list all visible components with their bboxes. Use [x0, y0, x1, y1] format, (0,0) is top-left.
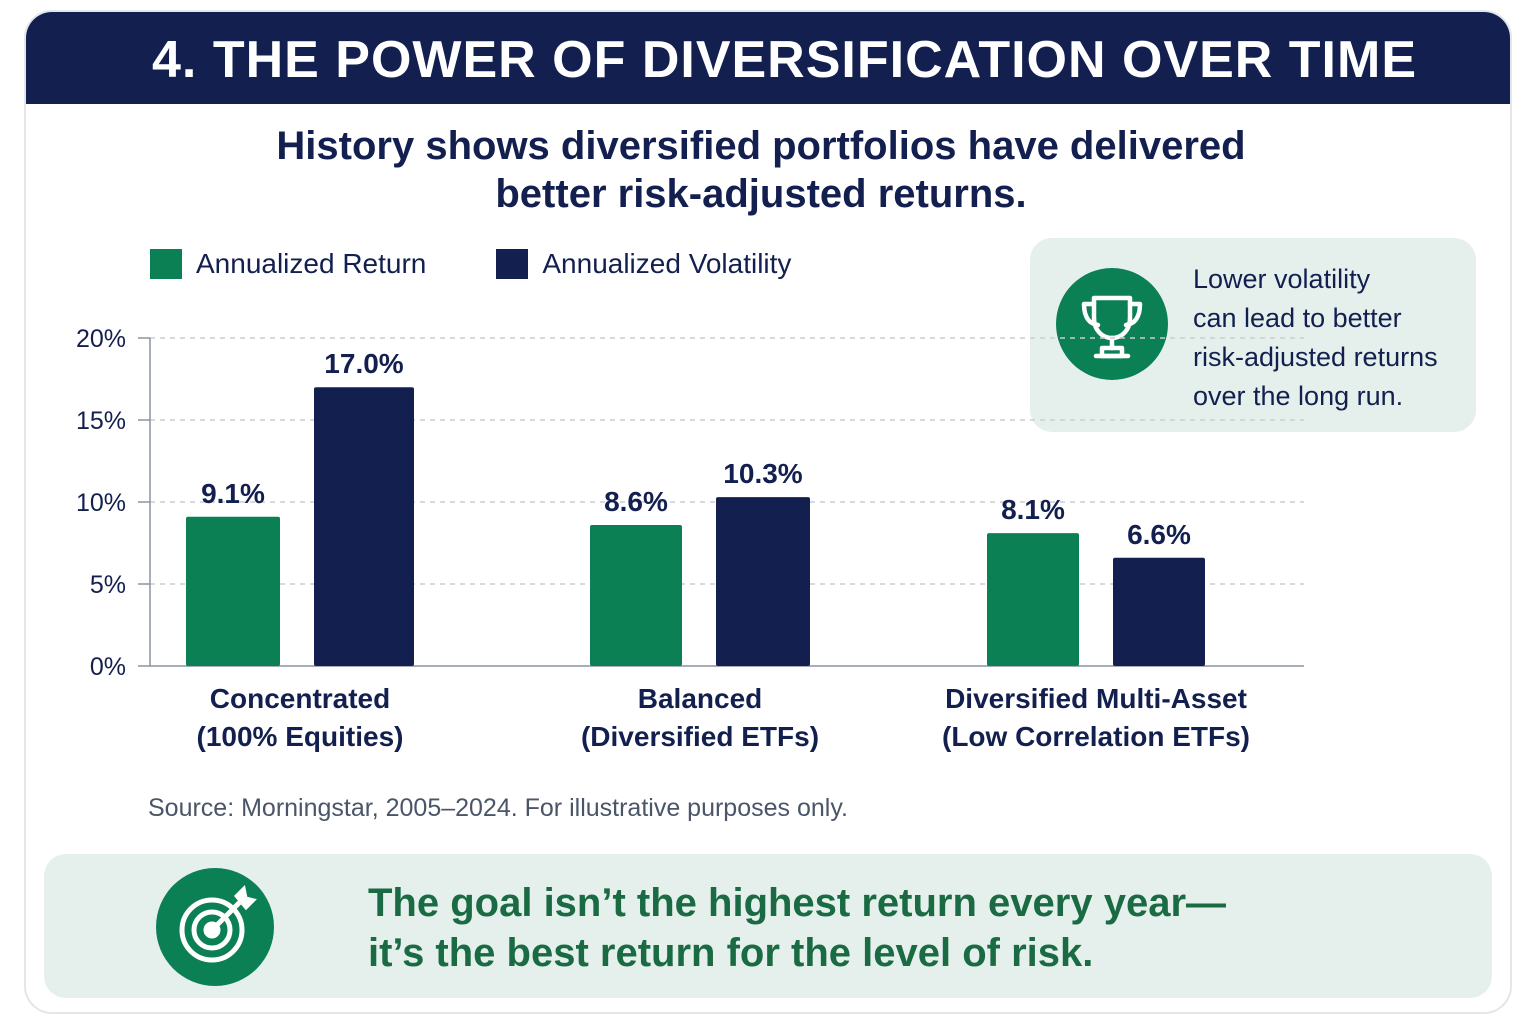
legend-label-volatility: Annualized Volatility: [542, 248, 792, 279]
chart-subtitle: History shows diversified portfolios hav…: [26, 122, 1496, 218]
bar-return: [186, 516, 280, 666]
callout-box: Lower volatility can lead to better risk…: [1030, 238, 1476, 432]
category-label: Diversified Multi-Asset: [945, 683, 1247, 714]
y-tick-label: 0%: [90, 653, 126, 681]
category-label: Concentrated: [210, 683, 390, 714]
callout-line: over the long run.: [1193, 381, 1404, 411]
bottom-banner: The goal isn’t the highest return every …: [44, 854, 1492, 998]
bar-chart: 0% 5% 10% 15% 20% 9.1% 17.0% Concentrated (100%…: [76, 325, 1304, 752]
bar-volatility: [1113, 557, 1205, 666]
y-tick-label: 15%: [76, 407, 126, 435]
legend-swatch-return: [150, 249, 182, 279]
bar-return: [590, 524, 682, 666]
data-label: 8.6%: [604, 486, 668, 517]
source-note: Source: Morningstar, 2005–2024. For illu…: [148, 794, 848, 822]
callout-line: Lower volatility: [1193, 264, 1371, 294]
infographic-card: 4. THE POWER OF DIVERSIFICATION OVER TIM…: [24, 10, 1512, 1014]
bottom-message-line-2: it’s the best return for the level of ri…: [368, 931, 1094, 975]
chart-legend: Annualized Return Annualized Volatility: [150, 248, 861, 280]
data-label: 8.1%: [1001, 494, 1065, 525]
y-tick-label: 10%: [76, 489, 126, 517]
legend-item-volatility: Annualized Volatility: [496, 248, 791, 280]
bottom-message-line-1: The goal isn’t the highest return every …: [368, 881, 1227, 925]
legend-item-return: Annualized Return: [150, 248, 426, 280]
bar-volatility: [716, 497, 810, 666]
data-label: 10.3%: [723, 458, 802, 489]
trophy-icon: [1056, 268, 1168, 380]
data-label: 6.6%: [1127, 519, 1191, 550]
bar-volatility: [314, 387, 414, 666]
bar-return: [987, 533, 1079, 666]
category-label: Balanced: [638, 683, 763, 714]
callout-line: can lead to better: [1193, 303, 1402, 333]
y-tick-label: 5%: [90, 571, 126, 599]
data-label: 9.1%: [201, 478, 265, 509]
callout-line: risk-adjusted returns: [1193, 342, 1438, 372]
header-bar: 4. THE POWER OF DIVERSIFICATION OVER TIM…: [26, 12, 1510, 104]
y-tick-label: 20%: [76, 325, 126, 353]
callout-text: Lower volatility can lead to better risk…: [1193, 260, 1468, 416]
target-icon: [156, 868, 274, 986]
data-label: 17.0%: [324, 348, 403, 379]
subtitle-line-1: History shows diversified portfolios hav…: [276, 124, 1246, 168]
subtitle-line-2: better risk-adjusted returns.: [495, 172, 1027, 216]
category-label: (Low Correlation ETFs): [942, 721, 1250, 752]
category-label: (100% Equities): [197, 721, 404, 752]
legend-label-return: Annualized Return: [196, 248, 427, 279]
page-title: 4. THE POWER OF DIVERSIFICATION OVER TIM…: [152, 31, 1418, 89]
bottom-message: The goal isn’t the highest return every …: [368, 878, 1368, 978]
legend-swatch-volatility: [496, 249, 529, 279]
category-label: (Diversified ETFs): [581, 721, 819, 752]
